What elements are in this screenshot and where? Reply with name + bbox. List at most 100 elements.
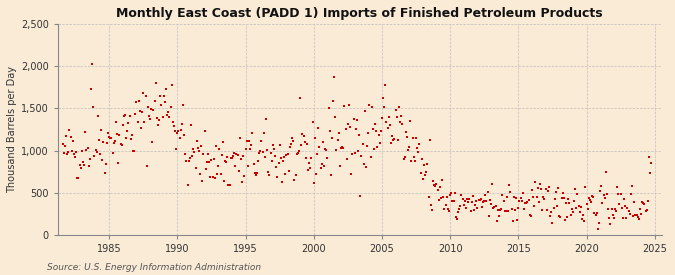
Point: [333, 131, 344, 135]
Point: [297, 132, 308, 137]
Point: [568, 199, 579, 204]
Point: [216, 153, 227, 157]
Point: [256, 139, 267, 144]
Point: [121, 135, 132, 140]
Point: [413, 150, 424, 154]
Point: [212, 172, 223, 177]
Point: [104, 135, 115, 140]
Point: [570, 187, 580, 191]
Point: [157, 114, 168, 119]
Point: [181, 159, 192, 163]
Point: [543, 185, 554, 189]
Point: [317, 162, 327, 166]
Point: [531, 195, 542, 200]
Point: [448, 199, 459, 203]
Point: [389, 137, 400, 141]
Point: [335, 146, 346, 150]
Point: [589, 210, 600, 215]
Point: [211, 144, 221, 148]
Point: [345, 125, 356, 129]
Point: [579, 218, 590, 223]
Point: [249, 170, 260, 175]
Point: [470, 203, 481, 207]
Point: [307, 120, 318, 125]
Point: [606, 206, 617, 211]
Point: [439, 207, 450, 211]
Point: [480, 193, 491, 197]
Point: [91, 149, 102, 154]
Point: [309, 136, 320, 140]
Point: [524, 213, 535, 217]
Point: [323, 106, 334, 110]
Point: [431, 182, 442, 186]
Point: [174, 136, 185, 141]
Point: [259, 130, 269, 135]
Point: [450, 191, 460, 195]
Point: [455, 204, 466, 208]
Point: [295, 95, 306, 100]
Point: [284, 145, 295, 149]
Point: [162, 113, 173, 118]
Point: [547, 221, 558, 225]
Point: [508, 195, 519, 199]
Point: [638, 201, 649, 205]
Point: [593, 221, 604, 225]
Point: [555, 214, 566, 219]
Point: [372, 145, 383, 150]
Point: [237, 179, 248, 184]
Point: [573, 204, 584, 209]
Point: [176, 128, 186, 132]
Point: [397, 122, 408, 126]
Point: [468, 208, 479, 212]
Point: [189, 150, 200, 155]
Point: [472, 206, 483, 210]
Point: [232, 153, 243, 157]
Point: [479, 199, 489, 203]
Point: [101, 141, 112, 145]
Point: [159, 93, 169, 98]
Point: [204, 160, 215, 164]
Point: [367, 126, 378, 131]
Point: [306, 156, 317, 161]
Point: [129, 148, 140, 153]
Point: [414, 142, 425, 147]
Point: [435, 185, 446, 190]
Point: [387, 133, 398, 138]
Point: [314, 144, 325, 149]
Point: [198, 152, 209, 156]
Point: [173, 129, 184, 134]
Point: [130, 112, 140, 116]
Point: [219, 179, 230, 183]
Point: [98, 140, 109, 144]
Point: [131, 99, 142, 104]
Point: [548, 205, 559, 210]
Point: [270, 153, 281, 158]
Point: [588, 195, 599, 199]
Point: [65, 135, 76, 140]
Point: [310, 172, 321, 177]
Point: [631, 213, 642, 218]
Point: [352, 148, 363, 153]
Point: [571, 206, 582, 211]
Point: [86, 87, 97, 92]
Point: [101, 162, 111, 167]
Point: [561, 200, 572, 205]
Point: [478, 200, 489, 204]
Point: [493, 208, 504, 212]
Point: [383, 115, 394, 119]
Point: [496, 207, 507, 211]
Point: [583, 207, 593, 211]
Point: [510, 208, 520, 212]
Point: [400, 130, 411, 134]
Point: [59, 144, 70, 148]
Point: [82, 146, 93, 150]
Point: [139, 120, 150, 124]
Point: [114, 133, 125, 138]
Point: [205, 175, 216, 180]
Point: [475, 197, 486, 201]
Point: [109, 138, 120, 143]
Point: [81, 148, 92, 152]
Point: [497, 193, 508, 197]
Point: [380, 82, 391, 87]
Point: [612, 185, 622, 189]
